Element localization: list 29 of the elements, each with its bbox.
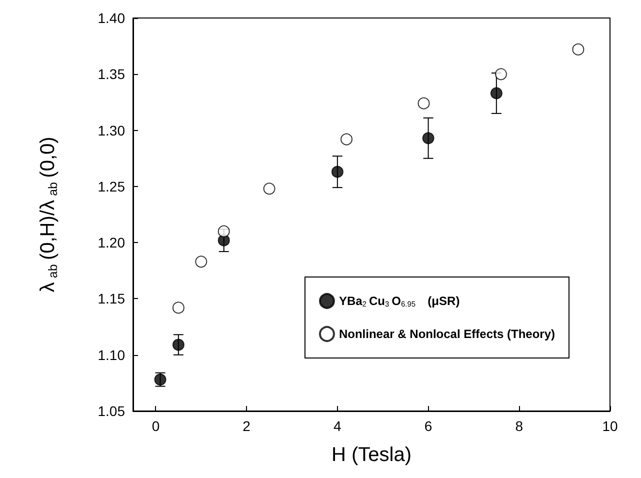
point xyxy=(572,43,584,56)
point xyxy=(331,166,344,178)
y-tick-label: 1.30 xyxy=(98,122,126,138)
y-tick-label: 1.40 xyxy=(98,10,126,26)
x-tick-label: 0 xyxy=(152,418,160,434)
x-tick-label: 10 xyxy=(602,418,618,434)
y-axis-title: λab(0,H)/λab(0,0) xyxy=(37,136,60,292)
legend-label: Nonlinear & Nonlocal Effects (Theory) xyxy=(338,327,556,341)
y-tick-label: 1.05 xyxy=(98,403,126,419)
point xyxy=(172,338,184,351)
x-axis-title: H (Tesla) xyxy=(331,444,412,466)
point xyxy=(418,97,430,110)
y-tick-label: 1.15 xyxy=(98,290,126,307)
point xyxy=(490,87,502,100)
y-tick-label: 1.10 xyxy=(98,346,126,363)
x-tick-label: 4 xyxy=(334,418,342,434)
point xyxy=(494,68,507,80)
point xyxy=(263,182,276,195)
point xyxy=(195,256,208,268)
point xyxy=(340,133,353,146)
point xyxy=(422,132,434,144)
x-tick-label: 8 xyxy=(515,418,524,434)
y-tick-label: 1.25 xyxy=(98,178,126,194)
x-tick-label: 6 xyxy=(424,418,432,434)
y-tick-label: 1.35 xyxy=(98,66,126,82)
point xyxy=(172,302,184,314)
y-tick-label: 1.20 xyxy=(98,234,126,251)
x-tick-label: 2 xyxy=(242,418,251,434)
point xyxy=(218,225,230,238)
